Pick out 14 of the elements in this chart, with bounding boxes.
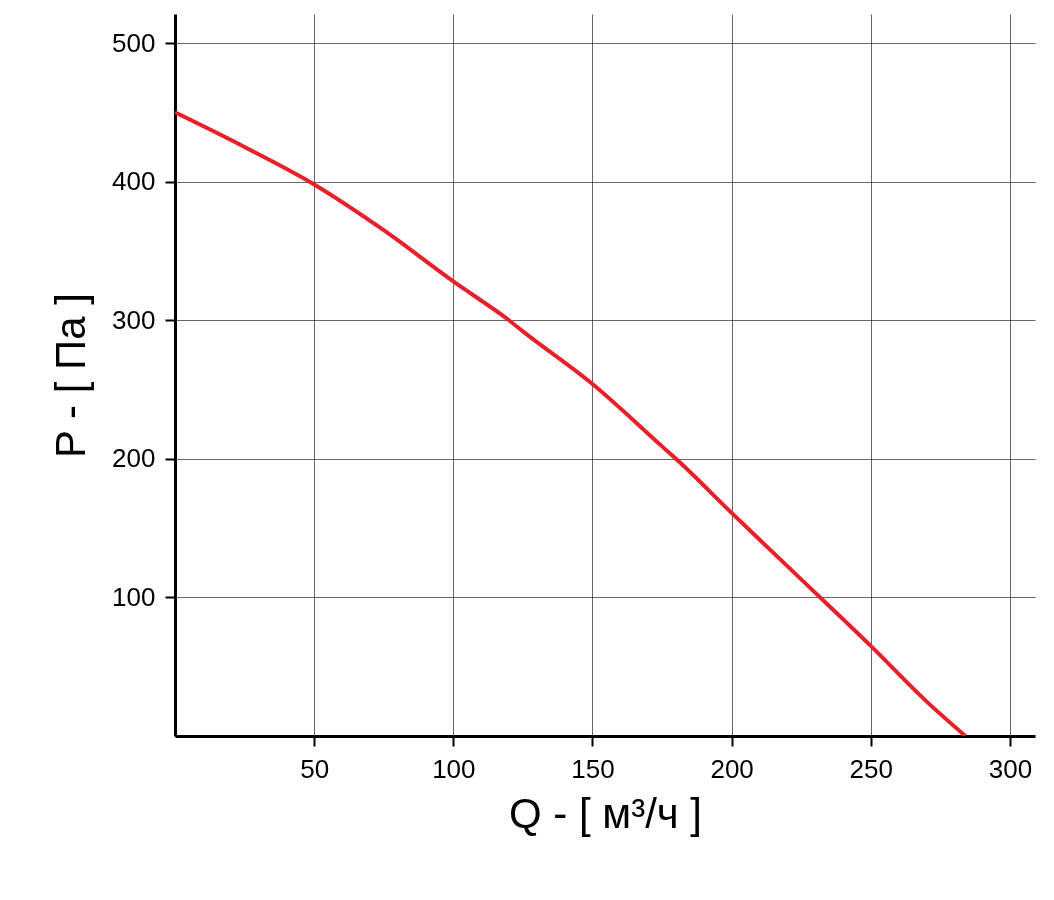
x-tick-label: 50 (300, 753, 330, 784)
y-tick-label: 400 (112, 166, 156, 197)
y-tick-label: 300 (112, 304, 156, 335)
y-tick-label: 500 (112, 27, 156, 58)
x-tick-label: 300 (988, 753, 1033, 784)
y-tick-label: 100 (112, 581, 156, 612)
y-tick-label: 200 (112, 443, 156, 474)
x-tick-label: 200 (710, 753, 754, 784)
x-tick-label: 250 (849, 753, 893, 784)
x-tick-label: 100 (432, 753, 476, 784)
y-axis-title: P - [ Па ] (47, 293, 95, 458)
x-axis-title: Q - [ м³/ч ] (508, 789, 703, 837)
line-series (175, 110, 968, 736)
x-tick-label: 150 (571, 753, 615, 784)
